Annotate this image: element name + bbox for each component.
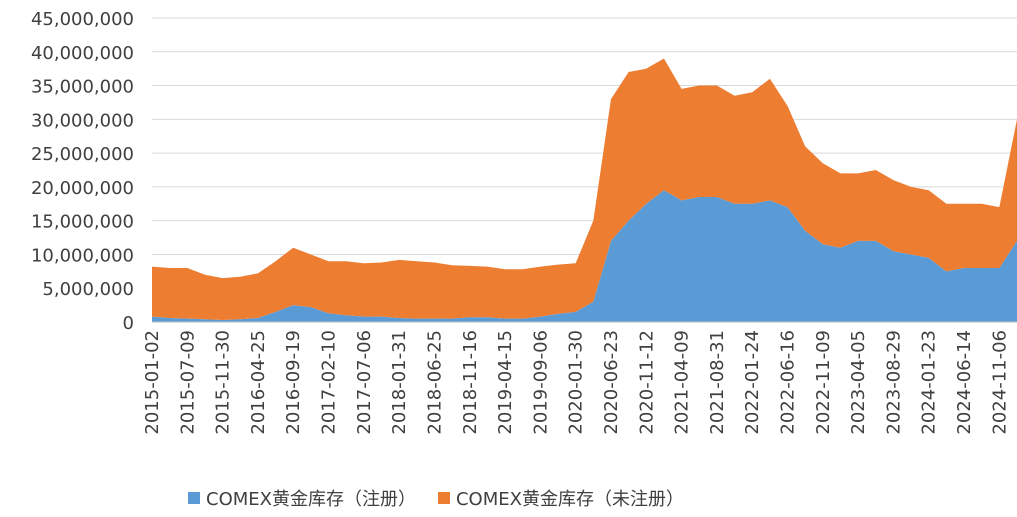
- x-tick-label: 2024-06-14: [954, 330, 975, 435]
- x-tick-label: 2020-01-30: [566, 330, 587, 435]
- x-tick-label: 2023-08-29: [883, 330, 904, 435]
- x-tick-label: 2022-01-24: [742, 330, 763, 435]
- y-tick-label: 35,000,000: [31, 77, 134, 98]
- x-tick-label: 2018-01-31: [389, 330, 410, 435]
- y-tick-label: 0: [123, 313, 134, 334]
- y-tick-label: 20,000,000: [31, 178, 134, 199]
- area: [152, 58, 1017, 320]
- x-tick-label: 2018-06-25: [424, 330, 445, 435]
- x-tick-label: 2017-02-10: [319, 330, 340, 435]
- x-tick-label: 2015-01-02: [142, 330, 163, 435]
- y-tick-label: 30,000,000: [31, 110, 134, 131]
- legend-label: COMEX黄金库存（注册）: [206, 489, 416, 510]
- x-tick-label: 2020-06-23: [601, 330, 622, 435]
- legend-swatch: [437, 492, 450, 504]
- y-tick-label: 45,000,000: [31, 9, 134, 30]
- x-tick-label: 2020-11-12: [636, 330, 657, 435]
- y-tick-label: 10,000,000: [31, 245, 134, 266]
- x-tick-label: 2022-06-16: [778, 330, 799, 435]
- x-tick-label: 2015-11-30: [213, 330, 234, 435]
- area: [152, 190, 1017, 322]
- x-tick-label: 2022-11-09: [813, 330, 834, 435]
- x-tick-label: 2015-07-09: [177, 330, 198, 435]
- x-tick-label: 2019-09-06: [530, 330, 551, 435]
- x-tick-label: 2016-04-25: [248, 330, 269, 435]
- y-tick-label: 25,000,000: [31, 144, 134, 165]
- legend-swatch: [188, 492, 200, 504]
- x-tick-label: 2023-04-05: [848, 330, 869, 435]
- x-tick-label: 2017-07-06: [354, 330, 375, 435]
- legend: COMEX黄金库存（注册） COMEX黄金库存（未注册）: [188, 489, 684, 510]
- x-tick-label: 2019-04-15: [495, 330, 516, 435]
- y-tick-label: 5,000,000: [42, 279, 134, 300]
- x-tick-label: 2024-01-23: [919, 330, 940, 435]
- x-tick-label: 2024-11-06: [989, 330, 1010, 435]
- y-tick-label: 40,000,000: [31, 43, 134, 64]
- x-tick-label: 2021-04-09: [672, 330, 693, 435]
- x-tick-label: 2016-09-19: [283, 330, 304, 435]
- legend-label: COMEX黄金库存（未注册）: [456, 489, 684, 510]
- x-tick-label: 2018-11-16: [460, 330, 481, 435]
- y-tick-label: 15,000,000: [31, 212, 134, 233]
- x-tick-label: 2021-08-31: [707, 330, 728, 435]
